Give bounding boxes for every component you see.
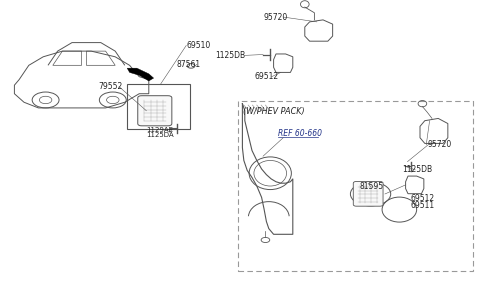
Text: 69511: 69511 bbox=[410, 201, 434, 210]
Text: 81595: 81595 bbox=[359, 182, 383, 191]
Text: 1125DB: 1125DB bbox=[402, 165, 432, 174]
Text: 1125DA: 1125DA bbox=[146, 132, 174, 138]
FancyBboxPatch shape bbox=[138, 96, 172, 126]
Text: 79552: 79552 bbox=[98, 82, 123, 91]
Text: 95720: 95720 bbox=[427, 140, 452, 149]
Bar bbox=[238, 101, 473, 271]
Text: (W/PHEV PACK): (W/PHEV PACK) bbox=[243, 107, 305, 116]
Text: 69512: 69512 bbox=[254, 72, 278, 81]
Text: 69510: 69510 bbox=[186, 41, 211, 50]
Text: 95720: 95720 bbox=[264, 12, 288, 22]
Text: 69512: 69512 bbox=[410, 194, 434, 203]
Text: 1125DB: 1125DB bbox=[215, 51, 245, 60]
Text: 87561: 87561 bbox=[177, 60, 201, 69]
Text: REF 60-660: REF 60-660 bbox=[278, 129, 323, 138]
FancyBboxPatch shape bbox=[353, 181, 383, 206]
Text: 1129AE: 1129AE bbox=[146, 127, 173, 133]
Polygon shape bbox=[127, 68, 154, 81]
